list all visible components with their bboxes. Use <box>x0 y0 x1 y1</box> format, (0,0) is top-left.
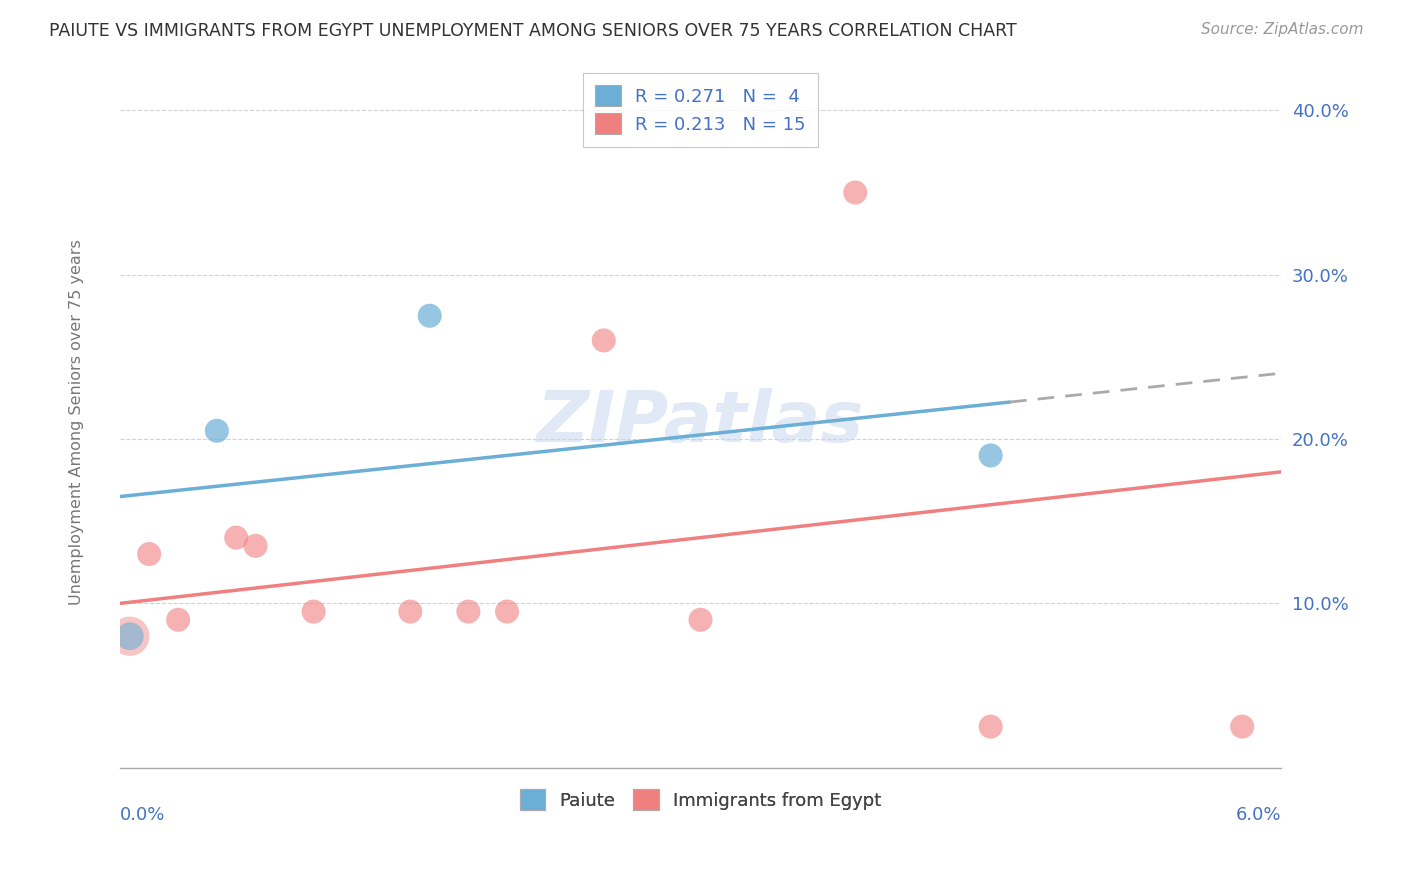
Legend: Paiute, Immigrants from Egypt: Paiute, Immigrants from Egypt <box>512 782 889 817</box>
Point <box>205 424 228 438</box>
Point <box>592 334 614 348</box>
Point <box>118 629 141 643</box>
Point <box>689 613 711 627</box>
Text: ZIPatlas: ZIPatlas <box>537 388 865 457</box>
Point <box>1230 720 1253 734</box>
Point <box>302 605 325 619</box>
Point <box>167 613 190 627</box>
Point <box>138 547 160 561</box>
Point <box>419 309 441 323</box>
Point <box>399 605 422 619</box>
Point <box>118 629 141 643</box>
Text: Unemployment Among Seniors over 75 years: Unemployment Among Seniors over 75 years <box>69 240 83 606</box>
Point <box>496 605 519 619</box>
Text: 6.0%: 6.0% <box>1236 805 1281 823</box>
Text: PAIUTE VS IMMIGRANTS FROM EGYPT UNEMPLOYMENT AMONG SENIORS OVER 75 YEARS CORRELA: PAIUTE VS IMMIGRANTS FROM EGYPT UNEMPLOY… <box>49 22 1017 40</box>
Point <box>457 605 479 619</box>
Point <box>225 531 247 545</box>
Point <box>980 449 1002 463</box>
Text: Source: ZipAtlas.com: Source: ZipAtlas.com <box>1201 22 1364 37</box>
Point <box>844 186 866 200</box>
Point <box>980 720 1002 734</box>
Point <box>245 539 267 553</box>
Text: 0.0%: 0.0% <box>120 805 166 823</box>
